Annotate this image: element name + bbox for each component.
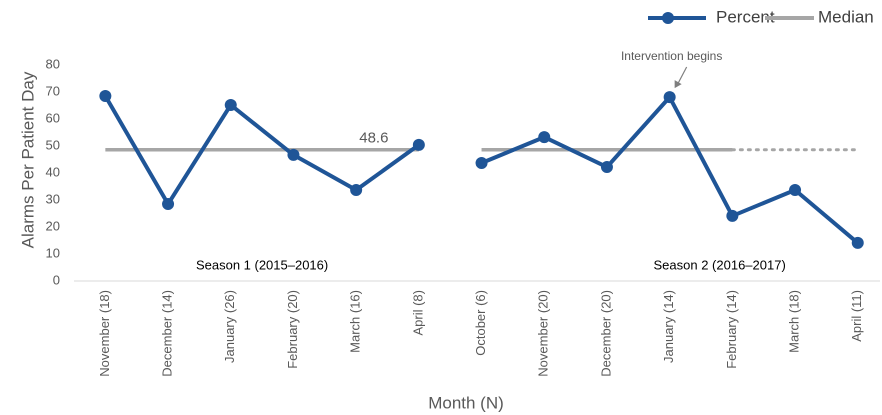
percent-line (103, 95, 421, 207)
season-label: Season 1 (2015–2016) (196, 257, 328, 272)
percent-point (475, 157, 488, 170)
x-tick-label: December (14) (159, 290, 174, 377)
x-tick-label: March (16) (348, 290, 363, 353)
annotation-arrow (677, 66, 688, 85)
x-tick-label: February (20) (285, 290, 300, 369)
annotation: Intervention begins (621, 49, 722, 63)
x-tick-label: December (20) (598, 290, 613, 377)
y-tick-label: 0 (53, 272, 60, 287)
legend-label: Median (818, 7, 874, 26)
legend-marker (662, 12, 674, 24)
percent-line (480, 95, 860, 245)
percent-point (600, 161, 613, 174)
y-axis-label: Alarms Per Patient Day (18, 71, 37, 248)
annotation-arrowhead (674, 80, 682, 89)
percent-point (287, 148, 300, 161)
percent-point (538, 131, 551, 144)
percent-point (726, 209, 739, 222)
y-tick-label: 40 (46, 164, 60, 179)
x-tick-label: January (14) (661, 290, 676, 363)
percent-point (412, 138, 425, 151)
legend-label: Percent (716, 7, 775, 26)
x-tick-label: November (20) (536, 290, 551, 377)
median-label: 48.6 (359, 130, 388, 147)
x-tick-label: November (18) (97, 290, 112, 377)
percent-point (663, 91, 676, 104)
y-tick-label: 50 (46, 137, 60, 152)
x-tick-label: April (8) (410, 290, 425, 336)
percent-point (99, 90, 112, 103)
percent-point (851, 236, 864, 249)
x-tick-label: January (26) (222, 290, 237, 363)
x-tick-label: April (11) (849, 290, 864, 342)
x-tick-label: March (18) (786, 290, 801, 353)
y-tick-label: 30 (46, 191, 60, 206)
x-axis-label: Month (N) (428, 393, 504, 412)
y-tick-label: 70 (46, 83, 60, 98)
y-tick-label: 60 (46, 110, 60, 125)
percent-point (789, 184, 802, 197)
percent-point (162, 198, 175, 211)
y-tick-label: 20 (46, 218, 60, 233)
percent-point (350, 184, 363, 197)
percent-point (224, 98, 237, 111)
season-label: Season 2 (2016–2017) (654, 257, 786, 272)
x-tick-label: February (14) (724, 290, 739, 369)
x-tick-label: October (6) (473, 290, 488, 356)
y-tick-label: 10 (46, 245, 60, 260)
y-tick-label: 80 (46, 56, 60, 71)
